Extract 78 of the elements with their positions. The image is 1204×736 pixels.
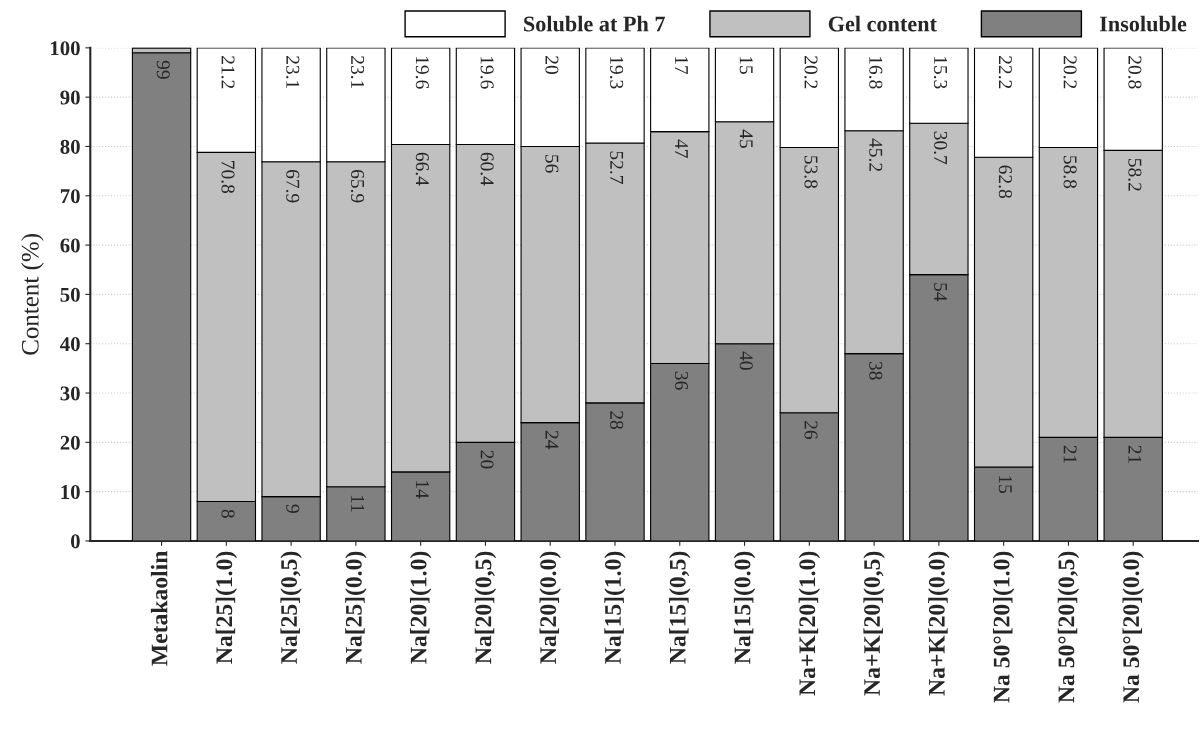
data-label: 99 (156, 60, 170, 79)
x-tick-label: Na[15](0.0) (733, 551, 756, 664)
y-tick-label: 70 (60, 189, 80, 204)
data-label: 19.6 (415, 56, 429, 89)
data-label: 11 (351, 495, 365, 512)
x-tick-label: Na[20](0,5) (474, 551, 497, 664)
data-label: 30.7 (933, 131, 948, 165)
data-label: 21 (1063, 445, 1077, 464)
y-tick-label: 80 (60, 139, 80, 154)
x-tick-label: Na 50°[20](0.0) (1122, 551, 1144, 703)
x-tick-label: Na[15](1.0) (604, 551, 626, 664)
data-label: 15 (998, 476, 1012, 494)
data-label: 23.1 (286, 56, 300, 89)
x-tick-label: Na+K[20](1.0) (798, 551, 821, 696)
y-tick-label: 100 (51, 41, 80, 56)
data-label: 45.2 (869, 138, 883, 172)
y-tick-label: 40 (60, 337, 80, 352)
data-label: 19.3 (610, 56, 624, 89)
data-label: 26 (804, 421, 818, 440)
data-label: 70.8 (221, 161, 235, 194)
data-label: 45 (739, 129, 753, 148)
legend-label: Insoluble (1099, 15, 1187, 32)
x-tick-label: Metakaolin (150, 551, 168, 666)
data-label: 36 (674, 371, 688, 390)
data-label: 20.2 (1063, 56, 1077, 89)
y-tick-label: 0 (70, 534, 80, 549)
data-label: 58.2 (1128, 158, 1142, 191)
data-label: 17 (675, 56, 688, 75)
data-label: 24 (545, 430, 559, 450)
x-tick-label: Na+K[20](0.0) (928, 551, 950, 696)
y-tick-label: 20 (60, 435, 80, 450)
data-label: 54 (934, 283, 947, 302)
data-label: 22.2 (998, 56, 1012, 89)
x-tick-label: Na[20](0.0) (539, 551, 561, 664)
data-label: 66.4 (415, 152, 429, 186)
data-label: 60.4 (480, 152, 494, 186)
y-tick-label: 30 (60, 386, 80, 401)
data-label: 14 (415, 481, 429, 499)
data-label: 19.6 (480, 56, 494, 89)
data-label: 65.9 (350, 169, 365, 203)
data-label: 20 (545, 56, 559, 74)
data-label: 21 (1128, 445, 1142, 464)
data-label: 53.8 (804, 155, 818, 189)
data-label: 21.2 (221, 56, 235, 89)
legend-label: Gel content (828, 15, 937, 32)
y-tick-label: 60 (60, 238, 80, 253)
data-label: 58.8 (1063, 155, 1077, 189)
data-label: 38 (869, 361, 883, 380)
data-label: 15 (739, 56, 753, 74)
bar (131, 52, 192, 541)
data-label: 56 (545, 154, 559, 173)
data-label: 9 (286, 504, 300, 513)
y-axis-title: Content (%) (21, 234, 44, 355)
data-label: 20.8 (1128, 56, 1142, 89)
data-label: 28 (610, 411, 624, 429)
x-tick-label: Na 50°[20](1.0) (992, 551, 1015, 703)
x-tick-label: Na[25](0,5) (280, 551, 302, 664)
data-label: 20 (480, 450, 494, 469)
y-tick-label: 10 (61, 485, 80, 500)
data-label: 20.2 (804, 56, 818, 89)
x-tick-label: Na[25](0.0) (345, 551, 367, 664)
data-label: 40 (739, 351, 753, 370)
data-label: 47 (675, 139, 688, 158)
data-label: 15.3 (933, 56, 948, 89)
data-label: 67.9 (286, 169, 300, 203)
data-label: 16.8 (869, 56, 883, 89)
data-label: 52.7 (610, 151, 624, 184)
x-tick-label: Na 50°[20](0,5) (1057, 551, 1080, 703)
x-tick-label: Na+K[20](0,5) (863, 551, 885, 696)
data-label: 8 (221, 509, 235, 518)
x-tick-label: Na[20](1.0) (409, 551, 432, 664)
data-label: 23.1 (350, 56, 365, 89)
x-tick-label: Na[15](0,5) (669, 551, 691, 664)
legend-label: Soluble at Ph 7 (524, 15, 665, 32)
data-label: 62.8 (998, 165, 1012, 198)
y-tick-label: 50 (60, 287, 80, 302)
x-tick-label: Na[25](1.0) (215, 551, 238, 664)
y-tick-label: 90 (60, 90, 80, 105)
